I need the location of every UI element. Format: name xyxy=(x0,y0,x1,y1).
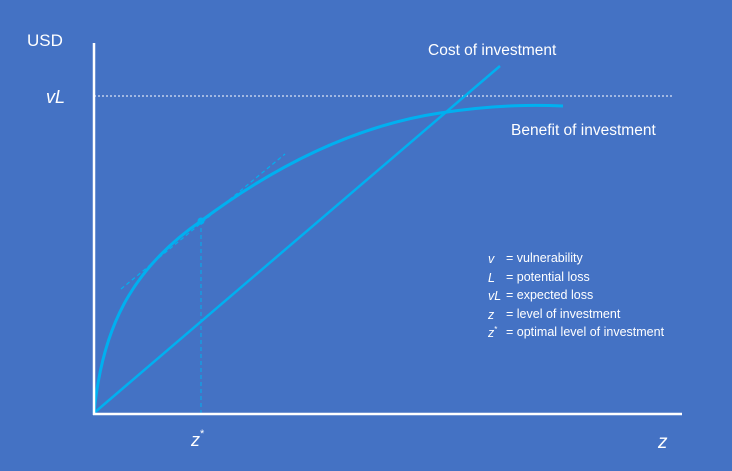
cost-line xyxy=(93,65,501,414)
legend-definition: = level of investment xyxy=(506,306,621,321)
legend-definition: = potential loss xyxy=(506,269,590,284)
legend-symbol-text: z xyxy=(488,307,495,322)
x-tick-optimum: z* xyxy=(191,428,205,450)
legend-definition: = optimal level of investment xyxy=(506,325,665,339)
legend-symbol-sup: * xyxy=(494,325,498,334)
legend-item: z* = optimal level of investment xyxy=(488,325,664,344)
benefit-curve xyxy=(92,103,564,414)
x-tick-optimum-star: * xyxy=(200,428,205,440)
legend-item: vL = expected loss xyxy=(488,288,664,307)
legend-symbol: z* xyxy=(488,325,506,340)
legend-item: v = vulnerability xyxy=(488,251,664,270)
legend-symbol-text: vL xyxy=(488,289,502,304)
optimum-point xyxy=(197,217,205,225)
y-tick-expected-loss: vL xyxy=(46,87,66,107)
legend-definition: = vulnerability xyxy=(506,251,583,265)
legend-definition: = expected loss xyxy=(506,288,594,302)
legend-symbol: v xyxy=(488,251,506,266)
legend-item: L = potential loss xyxy=(488,270,664,289)
legend-symbol: z xyxy=(488,307,506,322)
x-tick-optimum-symbol: z xyxy=(191,430,200,450)
cost-curve-label: Cost of investment xyxy=(428,42,557,59)
legend-symbol-text: L xyxy=(488,270,495,285)
legend-symbol-text: z xyxy=(488,326,495,341)
legend-symbol: L xyxy=(488,270,506,285)
legend-item: z = level of investment xyxy=(488,307,664,326)
benefit-curve-label: Benefit of investment xyxy=(511,122,656,139)
y-axis-label: USD xyxy=(27,31,63,50)
legend-symbol: vL xyxy=(488,288,506,303)
legend-symbol-text: v xyxy=(488,252,495,267)
legend: v = vulnerability L = potential loss vL … xyxy=(488,251,664,344)
x-axis-label: z xyxy=(658,432,668,453)
